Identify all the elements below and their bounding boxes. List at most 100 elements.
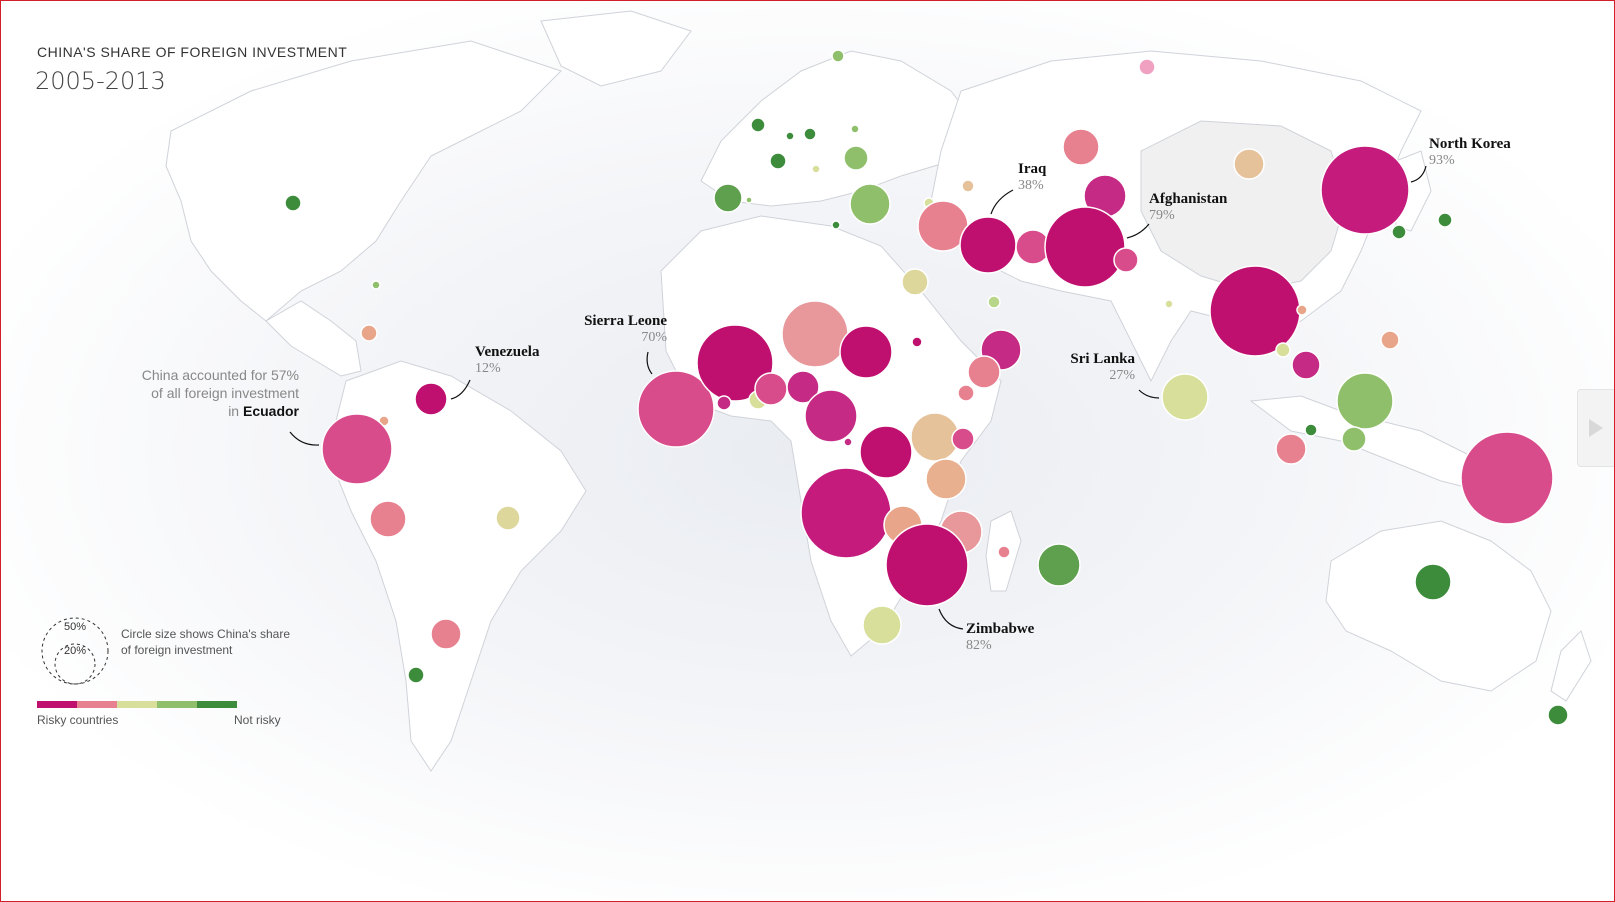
arrow-sierra-leone: [646, 351, 653, 375]
bubble-cameroon: [804, 389, 858, 443]
bubble-south-korea: [1391, 224, 1407, 240]
next-slide-button[interactable]: [1577, 389, 1614, 467]
bubble-caribbean: [371, 280, 381, 290]
bubble-venezuela: [414, 382, 448, 416]
size-legend-20-circle: [54, 643, 96, 685]
bubble-madagascar: [997, 545, 1011, 559]
bubble-ecuador: [321, 413, 393, 485]
annotation-sierra-leone-name: Sierra Leone: [584, 313, 667, 329]
bubble-ghana: [754, 372, 788, 406]
bubble-zimbabwe: [885, 523, 969, 607]
bubble-italy: [811, 164, 821, 174]
annotation-north-korea-pct: 93%: [1429, 153, 1455, 168]
australia-landmass: [1325, 520, 1552, 692]
annotation-sri-lanka: Sri Lanka 27%: [1063, 351, 1135, 384]
bubble-sri-lanka: [1161, 373, 1209, 421]
legend-safe-label: Not risky: [234, 713, 281, 727]
central-america-landmass: [265, 300, 362, 377]
bubble-sudan: [901, 268, 929, 296]
new-zealand-landmass: [1550, 630, 1592, 702]
bubble-drc: [859, 425, 913, 479]
bubble-pakistan: [1113, 247, 1139, 273]
bubble-sierra-leone: [637, 370, 715, 448]
bubble-portugal: [745, 196, 753, 204]
bubble-afghanistan: [1044, 206, 1126, 288]
arrow-zimbabwe: [938, 608, 964, 630]
bubble-iraq: [959, 216, 1017, 274]
bubble-indonesia: [1275, 433, 1307, 465]
bubble-central-african-rep: [911, 336, 923, 348]
annotation-afghanistan: Afghanistan 79%: [1149, 191, 1227, 224]
annotation-venezuela: Venezuela 12%: [475, 344, 539, 377]
chevron-right-icon: [1589, 419, 1603, 437]
bubble-chad: [839, 325, 893, 379]
bubble-poland: [850, 124, 860, 134]
bubble-nepal: [1164, 299, 1174, 309]
bubble-angola: [800, 467, 892, 559]
ecuador-note: China accounted for 57% of all foreign i…: [141, 366, 299, 420]
bubble-vietnam: [1336, 372, 1394, 430]
bubble-germany: [803, 127, 817, 141]
bubble-guinea: [696, 324, 774, 402]
arrow-venezuela: [450, 379, 471, 400]
scale-swatch-1: [37, 701, 77, 708]
annotation-north-korea-name: North Korea: [1429, 136, 1511, 152]
annotation-iraq-name: Iraq: [1018, 161, 1047, 177]
annotation-venezuela-name: Venezuela: [475, 344, 540, 360]
annotation-sierra-leone-pct: 70%: [641, 330, 667, 345]
bubble-russia-west: [1062, 128, 1100, 166]
bubble-netherlands: [785, 131, 795, 141]
annotation-afghanistan-pct: 79%: [1149, 208, 1175, 223]
annotation-afghanistan-name: Afghanistan: [1149, 191, 1228, 207]
bubble-papua-new-guinea: [1460, 431, 1554, 525]
south-america-landmass: [330, 360, 587, 772]
bubble-chile: [407, 666, 425, 684]
bubble-tanzania: [925, 458, 967, 500]
legend-risky-label: Risky countries: [37, 713, 119, 727]
ecuador-note-country: Ecuador: [242, 403, 299, 419]
annotation-arrows: [289, 165, 1427, 630]
ecuador-note-text: China accounted for 57% of all foreign i…: [141, 367, 299, 419]
annotation-iraq: Iraq 38%: [1018, 161, 1046, 194]
china-landmass: [1140, 120, 1347, 292]
map-title: CHINA'S SHARE OF FOREIGN INVESTMENT: [37, 44, 348, 60]
bubble-myanmar: [1209, 265, 1301, 357]
bubble-ireland: [750, 117, 766, 133]
bubble-brazil: [495, 505, 521, 531]
bubble-tunisia: [831, 220, 841, 230]
bubble-australia: [1414, 563, 1452, 601]
annotation-north-korea: North Korea 93%: [1429, 136, 1511, 169]
arrow-north-korea: [1410, 165, 1427, 183]
bubble-malaysia: [1304, 423, 1318, 437]
bubble-jamaica: [360, 324, 378, 342]
bubble-egypt: [987, 295, 1001, 309]
bubble-thailand: [1275, 342, 1291, 358]
annotation-zimbabwe-pct: 82%: [966, 638, 992, 653]
scale-swatch-5: [197, 701, 237, 708]
bubble-brunei: [1341, 426, 1367, 452]
bubble-south-africa: [862, 605, 902, 645]
bubble-france: [769, 152, 787, 170]
bubble-somalia: [957, 384, 975, 402]
bubble-cambodia: [1291, 350, 1321, 380]
size-legend-50-label: 50%: [64, 621, 86, 633]
bubble-greece: [849, 183, 891, 225]
bubble-eritrea: [967, 355, 1001, 389]
north-america-landmass: [165, 40, 562, 322]
arrow-afghanistan: [1126, 223, 1150, 239]
bubble-mauritius: [1037, 543, 1081, 587]
greenland-landmass: [540, 10, 692, 87]
arrow-ecuador: [289, 431, 320, 446]
bubble-japan: [1437, 212, 1453, 228]
annotation-zimbabwe-name: Zimbabwe: [966, 621, 1035, 637]
bubble-north-korea: [1320, 145, 1410, 235]
bubble-peru: [369, 500, 407, 538]
bubble-norway: [831, 49, 845, 63]
bubble-mongolia: [1233, 148, 1265, 180]
annotation-sierra-leone: Sierra Leone 70%: [583, 313, 667, 346]
annotation-sri-lanka-pct: 27%: [1109, 368, 1135, 383]
scale-swatch-4: [157, 701, 197, 708]
bubble-philippines: [1380, 330, 1400, 350]
